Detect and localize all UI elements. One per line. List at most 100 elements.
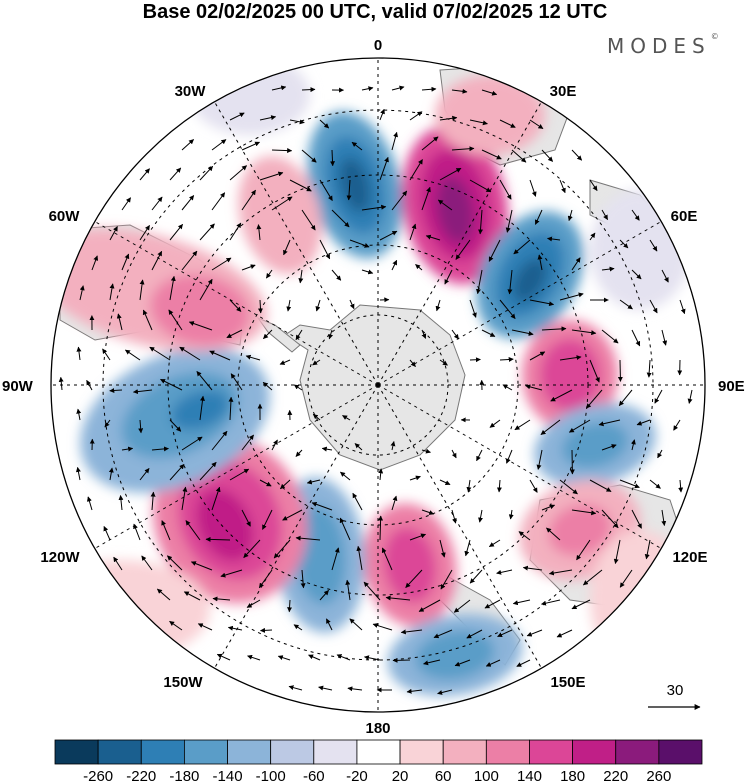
- colorbar-swatch: [313, 739, 358, 765]
- lon-label-180: 180: [365, 720, 390, 737]
- wind-vector: [199, 278, 213, 301]
- wind-vector: [496, 569, 513, 575]
- wind-vector: [529, 351, 546, 361]
- lon-label-120e: 120E: [672, 549, 707, 566]
- wind-vector: [534, 209, 543, 225]
- wind-vector: [548, 569, 573, 576]
- wind-vector: [378, 468, 384, 481]
- wind-vector: [649, 479, 661, 489]
- wind-vector: [259, 627, 273, 633]
- lon-label-120w: 120W: [40, 549, 80, 566]
- wind-vector: [181, 436, 203, 451]
- meridian-line: [377, 384, 662, 549]
- wind-vector: [636, 419, 651, 426]
- wind-vector: [466, 479, 472, 493]
- wind-vector: [102, 348, 111, 361]
- wind-vector: [589, 179, 598, 191]
- wind-vector: [298, 269, 304, 284]
- wind-vector: [439, 167, 462, 181]
- wind-vector: [109, 388, 123, 394]
- wind-vector: [113, 556, 123, 571]
- map-title: Base 02/02/2025 00 UTC, valid 07/02/2025…: [142, 1, 608, 23]
- wind-vector: [423, 659, 441, 666]
- wind-vector: [466, 629, 483, 639]
- wind-vector: [347, 686, 363, 692]
- wind-vector: [559, 479, 578, 495]
- wind-vector: [361, 86, 374, 92]
- wind-vector: [469, 179, 492, 193]
- anomaly-cell: [383, 527, 437, 603]
- wind-vector: [265, 269, 273, 279]
- wind-vector: [181, 139, 194, 151]
- wind-vector: [391, 495, 398, 511]
- wind-vector: [356, 545, 363, 571]
- wind-vector: [589, 479, 612, 492]
- colorbar-tick-label: -60: [303, 768, 325, 783]
- wind-vector: [475, 269, 483, 295]
- wind-vector: [183, 591, 201, 601]
- wind-vector: [381, 547, 393, 571]
- wind-vector: [312, 359, 321, 366]
- wind-vector: [241, 264, 256, 271]
- lon-label-150e: 150E: [550, 674, 585, 691]
- wind-vector: [499, 179, 512, 200]
- wind-vector: [241, 141, 261, 151]
- wind-vector: [526, 629, 543, 637]
- anomaly-cell: [548, 504, 612, 556]
- wind-vector: [525, 384, 543, 391]
- wind-vector: [197, 623, 213, 631]
- wind-vector: [409, 223, 417, 241]
- colorbar-ticks: -260 -220 -180 -140 -100 -60 -20 20 60 100 140 180 2…: [83, 768, 671, 783]
- wind-vector: [259, 171, 284, 181]
- wind-vector: [568, 419, 591, 433]
- colorbar-swatch: [227, 739, 272, 765]
- wind-vector: [229, 222, 242, 241]
- anomaly-cell: [293, 505, 347, 605]
- wind-vector: [464, 539, 471, 557]
- wind-vector: [354, 443, 363, 451]
- wind-vector: [421, 86, 437, 92]
- wind-vector: [346, 179, 352, 201]
- wind-vector: [211, 139, 227, 151]
- wind-vector: [139, 168, 150, 181]
- wind-vector: [301, 209, 316, 231]
- wind-vector: [258, 569, 273, 589]
- wind-vector: [363, 655, 381, 661]
- wind-vector: [199, 395, 205, 421]
- wind-vector: [649, 299, 658, 314]
- wind-vector: [351, 141, 363, 151]
- wind-vector: [229, 165, 248, 181]
- wind-vector: [469, 119, 488, 126]
- wind-vector: [619, 239, 629, 249]
- wind-vector: [481, 329, 496, 337]
- wind-vector: [271, 85, 287, 91]
- anomaly-cell: [190, 58, 310, 135]
- wind-vector: [409, 111, 423, 121]
- wind-vector: [319, 590, 329, 601]
- wind-vector: [151, 196, 163, 211]
- colorbar-swatch: [572, 739, 617, 765]
- wind-vector: [499, 356, 514, 362]
- wind-vector: [540, 419, 561, 435]
- wind-vector: [453, 599, 471, 613]
- wind-vector: [247, 654, 261, 661]
- anomaly-cell: [540, 339, 600, 411]
- lon-label-150w: 150W: [163, 674, 203, 691]
- wind-vector: [513, 239, 531, 255]
- wind-vector: [361, 204, 387, 211]
- wind-vector: [437, 199, 453, 211]
- wind-vector: [263, 329, 273, 340]
- wind-vector: [499, 119, 516, 128]
- wind-vector: [331, 547, 340, 571]
- colorbar-tick-label: 100: [474, 768, 499, 783]
- wind-vector: [649, 239, 658, 252]
- wind-vector: [455, 239, 471, 260]
- wind-vector: [288, 685, 303, 691]
- wind-vector: [476, 449, 483, 462]
- wind-vector: [125, 349, 141, 361]
- colorbar-tick-label: 220: [603, 768, 628, 783]
- wind-vector: [440, 569, 453, 590]
- brand-mark: ©: [710, 32, 719, 41]
- map-boundary: [50, 57, 706, 713]
- wind-vector: [478, 509, 483, 523]
